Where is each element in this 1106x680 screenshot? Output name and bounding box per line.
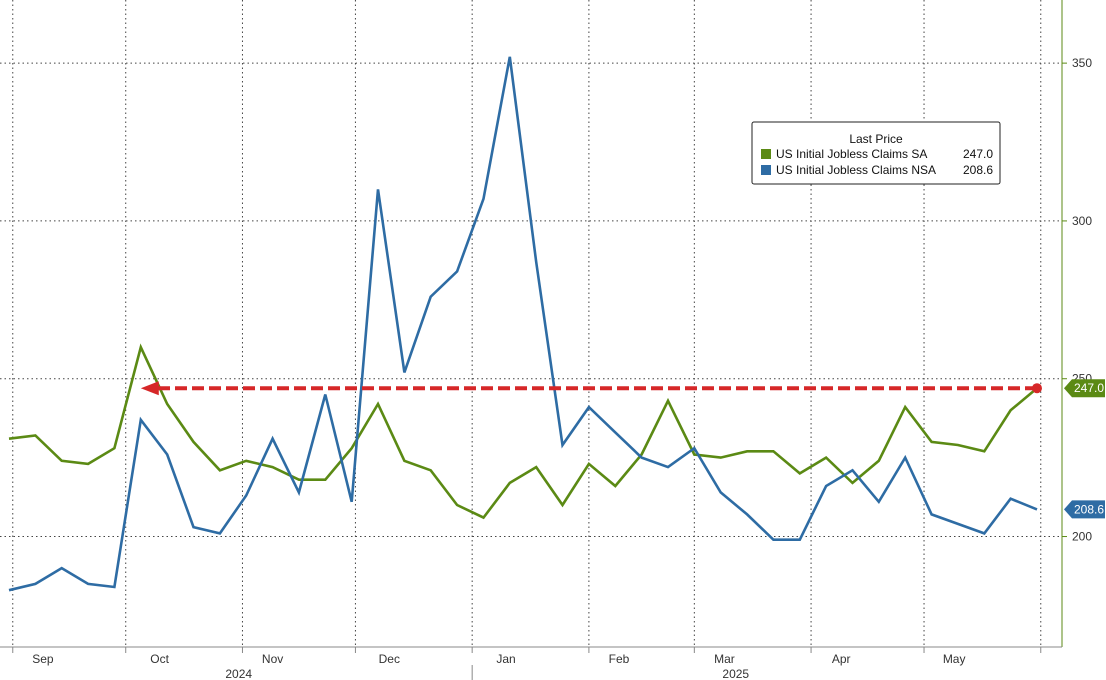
legend-value-nsa: 208.6 — [963, 163, 993, 177]
legend-title: Last Price — [849, 132, 903, 146]
y-tick-label: 300 — [1072, 214, 1092, 228]
legend: Last Price US Initial Jobless Claims SA … — [751, 121, 1001, 185]
last-value-label-nsa: 208.6 — [1074, 502, 1104, 516]
legend-swatch-sa — [761, 149, 771, 159]
legend-label-nsa: US Initial Jobless Claims NSA — [776, 163, 936, 177]
series-line-nsa — [8, 56, 1038, 592]
legend-label-sa: US Initial Jobless Claims SA — [776, 147, 927, 161]
x-year-label: 2024 — [225, 667, 252, 680]
last-value-label-sa: 247.0 — [1074, 381, 1104, 395]
y-tick-label: 200 — [1072, 530, 1092, 544]
legend-box — [751, 121, 1001, 185]
series-lines — [8, 56, 1038, 592]
x-tick-label: Nov — [262, 652, 283, 666]
reference-arrow-head — [140, 381, 159, 396]
x-tick-label: Mar — [714, 652, 735, 666]
last-value-badge-nsa — [1064, 500, 1105, 519]
reference-arrow-origin — [1032, 383, 1042, 394]
legend-swatch-nsa — [761, 165, 771, 175]
x-tick-label: Dec — [379, 652, 400, 666]
x-tick-label: Apr — [832, 652, 851, 666]
last-value-badges: 247.0 208.6 — [1064, 379, 1105, 519]
x-year-label: 2025 — [722, 667, 749, 680]
grid-lines — [0, 0, 1062, 647]
x-tick-label: Jan — [496, 652, 515, 666]
x-tick-label: Feb — [609, 652, 630, 666]
x-tick-label: Sep — [32, 652, 54, 666]
reference-arrow — [140, 381, 1042, 396]
x-tick-label: May — [943, 652, 966, 666]
y-tick-label: 350 — [1072, 56, 1092, 70]
series-line-sa — [8, 343, 1038, 520]
legend-value-sa: 247.0 — [963, 147, 993, 161]
x-tick-label: Oct — [150, 652, 169, 666]
last-value-badge-sa — [1064, 379, 1105, 398]
